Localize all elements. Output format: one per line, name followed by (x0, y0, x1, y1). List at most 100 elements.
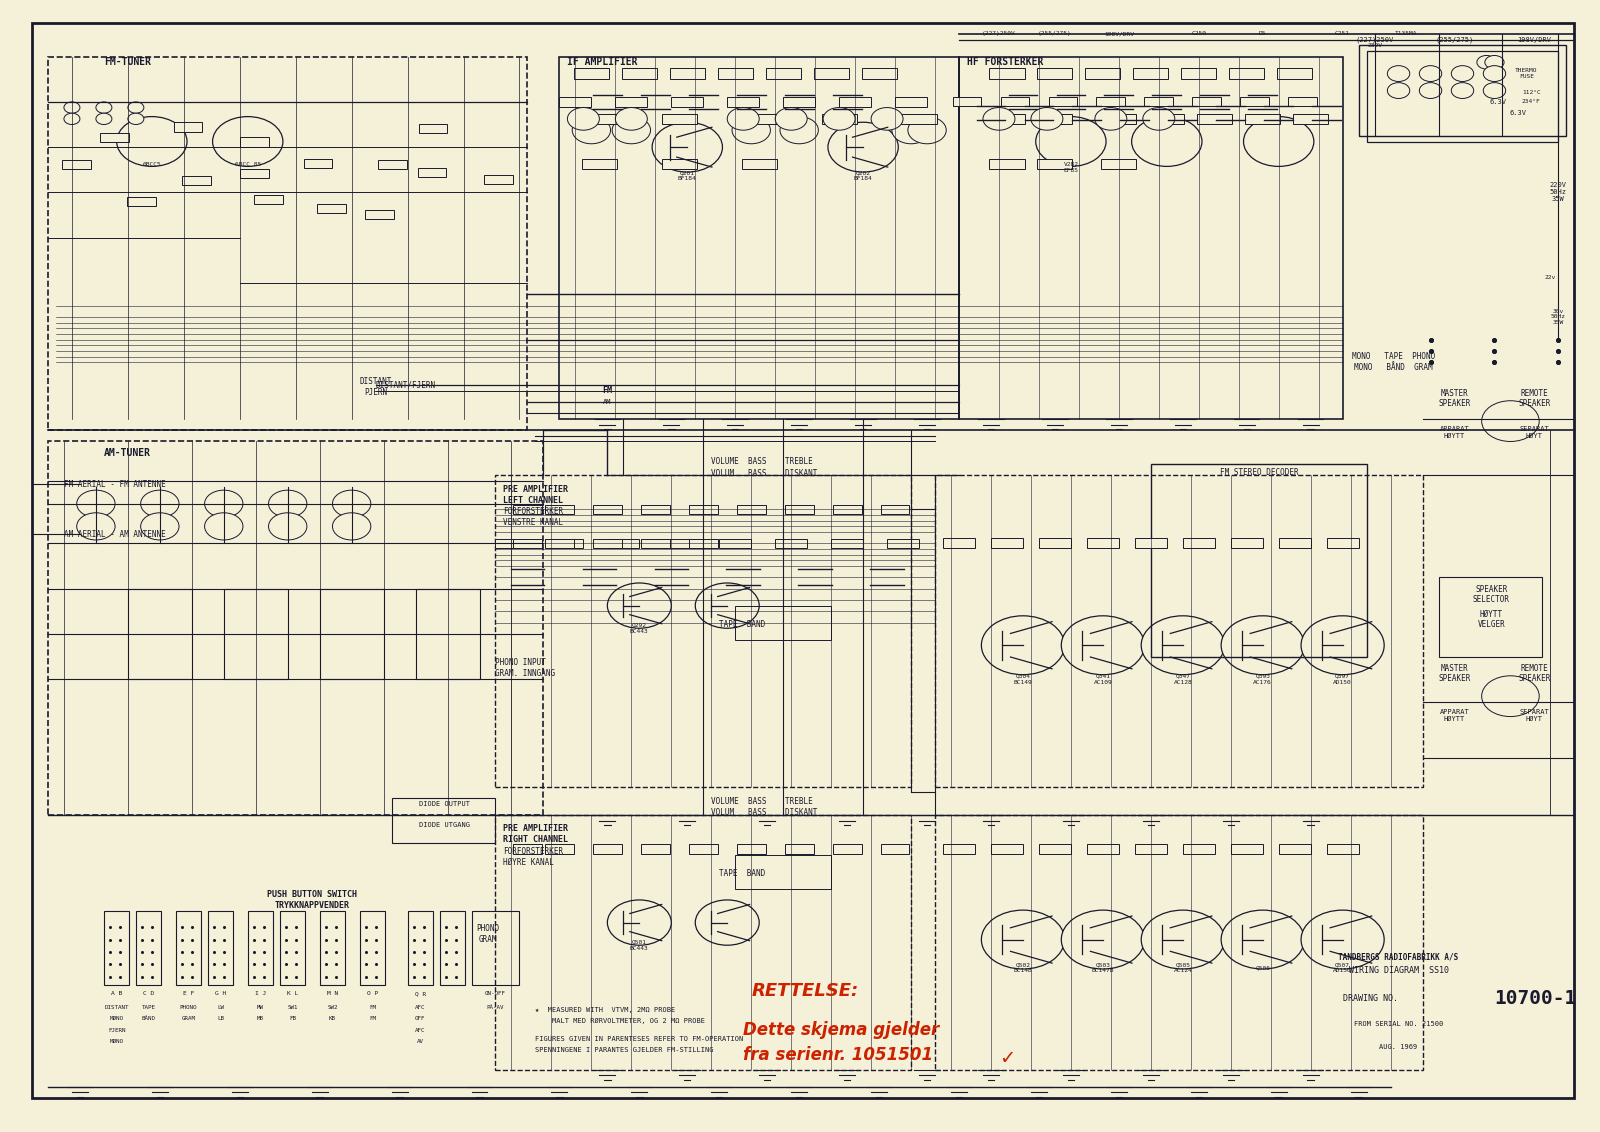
Circle shape (205, 513, 243, 540)
Text: GRAM. INNGANG: GRAM. INNGANG (496, 669, 555, 678)
Text: APPARAT
HØYTT: APPARAT HØYTT (1440, 426, 1469, 439)
Circle shape (1387, 83, 1410, 98)
Text: V282
EF85: V282 EF85 (1064, 162, 1078, 173)
Text: I J: I J (254, 992, 266, 996)
Bar (886, 539, 918, 548)
Bar (1101, 114, 1136, 123)
Bar (942, 538, 974, 548)
Bar (1133, 68, 1168, 79)
Circle shape (907, 117, 946, 144)
Text: PHONO: PHONO (179, 1005, 197, 1010)
Bar (574, 68, 610, 79)
Text: HF FORSTERKER: HF FORSTERKER (966, 58, 1043, 67)
Text: PUSH BUTTON SWITCH: PUSH BUTTON SWITCH (267, 890, 357, 899)
Text: Q202
BF184: Q202 BF184 (854, 170, 872, 181)
Text: FB: FB (290, 1017, 296, 1021)
Text: Q292
BC443: Q292 BC443 (630, 623, 648, 634)
Circle shape (141, 490, 179, 517)
Text: PÅ-AV: PÅ-AV (486, 1005, 504, 1010)
Text: AFC: AFC (414, 1005, 426, 1010)
Text: MASTER
SPEAKER: MASTER SPEAKER (1438, 388, 1470, 409)
Text: T135MA: T135MA (1395, 32, 1418, 36)
Text: VOLUM   BASS    DISKANT: VOLUM BASS DISKANT (712, 469, 818, 478)
Text: LW: LW (218, 1005, 224, 1010)
Bar (774, 539, 806, 548)
Bar (594, 505, 622, 514)
Bar (1229, 68, 1264, 79)
Text: Q507
AD150: Q507 AD150 (1333, 962, 1352, 974)
Text: A B: A B (110, 992, 122, 996)
Bar (496, 539, 528, 548)
Bar (104, 911, 130, 985)
Circle shape (1301, 910, 1384, 969)
Circle shape (1451, 83, 1474, 98)
Text: C D: C D (142, 992, 154, 996)
Bar (821, 114, 856, 123)
Bar (374, 160, 403, 169)
Bar (224, 589, 288, 679)
Text: MALT MED RØRVOLTMETER, OG 2 MΩ PROBE: MALT MED RØRVOLTMETER, OG 2 MΩ PROBE (536, 1018, 706, 1024)
Circle shape (1482, 676, 1539, 717)
Circle shape (269, 513, 307, 540)
Text: MONO   TAPE  PHONO: MONO TAPE PHONO (1352, 352, 1435, 361)
Bar (435, 203, 464, 212)
Text: AV: AV (418, 1039, 424, 1044)
Bar (616, 96, 648, 106)
Text: DISTANT/FJERN: DISTANT/FJERN (376, 380, 435, 389)
Text: 10700-1: 10700-1 (1494, 989, 1576, 1007)
Text: Q506: Q506 (1254, 966, 1270, 970)
Bar (499, 208, 528, 217)
Bar (1326, 844, 1358, 854)
Bar (1134, 844, 1166, 854)
Circle shape (64, 102, 80, 113)
Text: OFF: OFF (414, 1017, 426, 1021)
Text: DISTANT: DISTANT (104, 1005, 130, 1010)
Bar (1096, 97, 1125, 106)
Text: DRAWING NO.: DRAWING NO. (1342, 994, 1398, 1003)
Bar (662, 158, 698, 169)
Text: 198V/DRV: 198V/DRV (1517, 36, 1552, 43)
Bar (720, 539, 752, 548)
Text: 6.3V: 6.3V (1490, 98, 1506, 105)
Circle shape (96, 113, 112, 125)
Text: FM STEREO DECODER: FM STEREO DECODER (1221, 468, 1299, 477)
Circle shape (1483, 66, 1506, 82)
Circle shape (1141, 910, 1224, 969)
Text: PRE AMPLIFIER: PRE AMPLIFIER (504, 824, 568, 833)
Circle shape (613, 117, 651, 144)
Bar (320, 911, 346, 985)
Text: FORFORSTERKER: FORFORSTERKER (504, 507, 563, 516)
Circle shape (1131, 117, 1202, 166)
Bar (128, 589, 192, 679)
Bar (1326, 538, 1358, 548)
Bar (672, 96, 704, 106)
Bar (552, 539, 584, 548)
Bar (446, 123, 475, 132)
Text: FM AERIAL - FM ANTENNE: FM AERIAL - FM ANTENNE (64, 480, 166, 489)
Text: LEFT CHANNEL: LEFT CHANNEL (504, 496, 563, 505)
Text: Q341
AC109: Q341 AC109 (1093, 674, 1112, 685)
Bar (1293, 114, 1328, 123)
Circle shape (696, 583, 760, 628)
Bar (728, 96, 760, 106)
Bar (894, 96, 926, 106)
Bar (690, 844, 718, 854)
Bar (280, 911, 306, 985)
Bar (1277, 68, 1312, 79)
Text: VOLUME  BASS    TREBLE: VOLUME BASS TREBLE (712, 457, 813, 466)
Circle shape (77, 490, 115, 517)
Text: MØNO: MØNO (110, 1017, 123, 1021)
Circle shape (333, 490, 371, 517)
Circle shape (1243, 117, 1314, 166)
Text: TANDBERGS RADIOFABRIKK A/S: TANDBERGS RADIOFABRIKK A/S (1339, 952, 1459, 961)
Circle shape (1061, 910, 1144, 969)
Bar (514, 505, 542, 514)
Bar (642, 505, 670, 514)
Bar (546, 539, 574, 548)
Text: G H: G H (214, 992, 226, 996)
Circle shape (1301, 616, 1384, 675)
Bar (718, 68, 754, 79)
Bar (880, 844, 909, 854)
Circle shape (1387, 66, 1410, 82)
Text: SW2: SW2 (328, 1005, 338, 1010)
